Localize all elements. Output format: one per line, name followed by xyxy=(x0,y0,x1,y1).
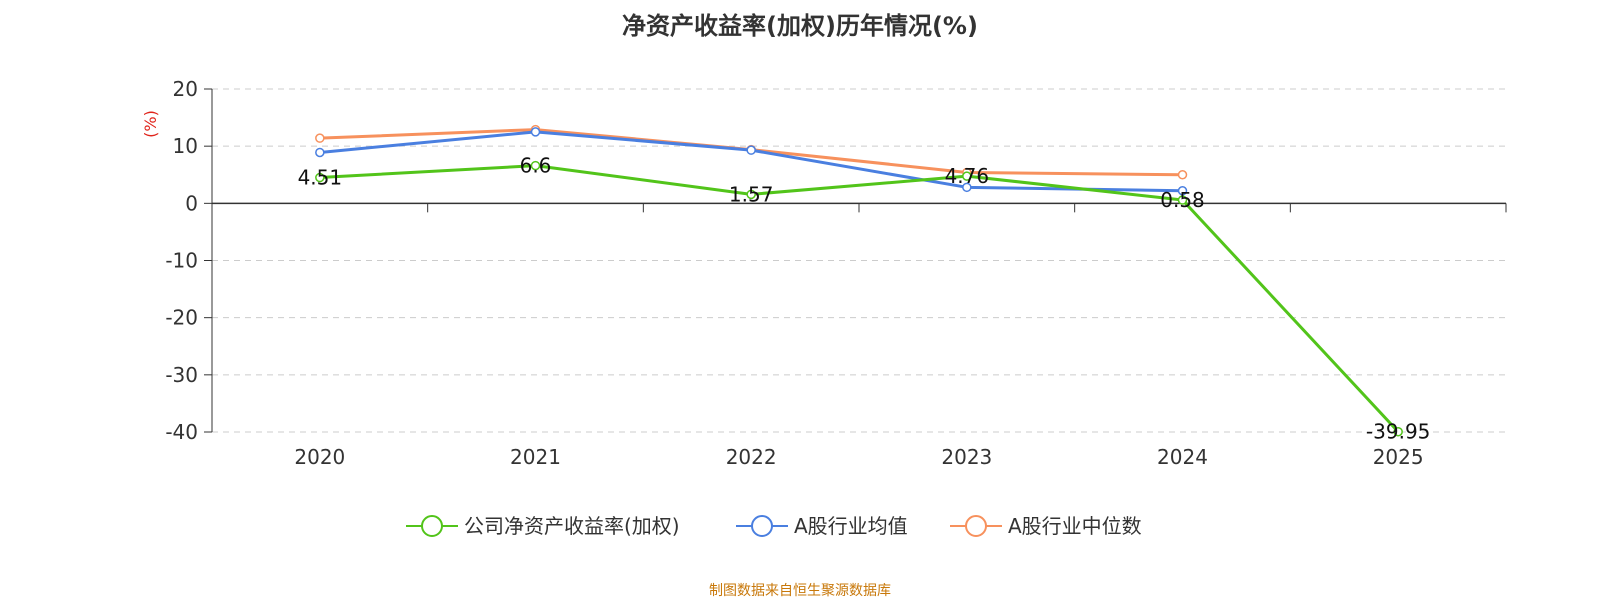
data-point xyxy=(1177,186,1188,196)
y-axis-label: (%) xyxy=(141,110,160,138)
data-label: 4.76 xyxy=(945,164,990,188)
x-tick-label: 2025 xyxy=(1373,445,1424,469)
series-line xyxy=(319,164,1400,433)
data-point xyxy=(746,145,756,155)
legend-marker xyxy=(421,515,443,537)
data-point xyxy=(530,160,541,171)
y-tick-label: 10 xyxy=(173,134,198,158)
legend-marker xyxy=(751,515,773,537)
y-tick-label: -30 xyxy=(165,363,198,387)
data-point xyxy=(315,147,325,158)
data-point xyxy=(1177,195,1188,205)
data-label: 6.6 xyxy=(520,154,552,178)
chart-title: 净资产收益率(加权)历年情况(%) xyxy=(622,12,978,40)
data-labels: 4.51 6.6 1.57 4.76 0.58 -39.95 xyxy=(298,154,1431,444)
series-lines xyxy=(315,124,1403,437)
x-tick-label: 2021 xyxy=(510,445,561,469)
y-tick-label: -10 xyxy=(165,249,198,273)
data-label: 1.57 xyxy=(729,182,774,206)
x-tick-label: 2023 xyxy=(941,445,992,469)
data-point xyxy=(746,189,756,200)
legend: 公司净资产收益率(加权) A股行业均值 A股行业中位数 xyxy=(406,514,1142,538)
data-label: 0.58 xyxy=(1160,188,1205,212)
y-tick-label: -40 xyxy=(165,420,198,444)
legend-label: A股行业中位数 xyxy=(1008,514,1142,538)
x-tick-label: 2020 xyxy=(294,445,345,469)
grid-lines xyxy=(212,88,1506,433)
data-point xyxy=(315,133,325,143)
data-label: 4.51 xyxy=(298,166,343,190)
data-point xyxy=(1393,426,1403,437)
legend-label: A股行业均值 xyxy=(794,514,908,538)
data-label: -39.95 xyxy=(1366,420,1430,444)
axes: 20 10 0 -10 -20 -30 -40 (%) 2020 2021 2022 2023 2024… xyxy=(141,77,1507,469)
data-point xyxy=(315,172,325,183)
y-tick-label: -20 xyxy=(165,306,198,330)
source-note: 制图数据来自恒生聚源数据库 xyxy=(709,583,891,599)
y-tick-label: 0 xyxy=(185,191,198,215)
data-point xyxy=(962,182,972,193)
data-point xyxy=(962,171,972,181)
x-tick-label: 2022 xyxy=(726,445,777,469)
x-tick-label: 2024 xyxy=(1157,445,1208,469)
y-tick-label: 20 xyxy=(173,77,198,101)
data-point xyxy=(530,127,541,137)
legend-marker xyxy=(965,515,987,537)
legend-label: 公司净资产收益率(加权) xyxy=(464,514,680,538)
data-point xyxy=(1177,170,1188,180)
